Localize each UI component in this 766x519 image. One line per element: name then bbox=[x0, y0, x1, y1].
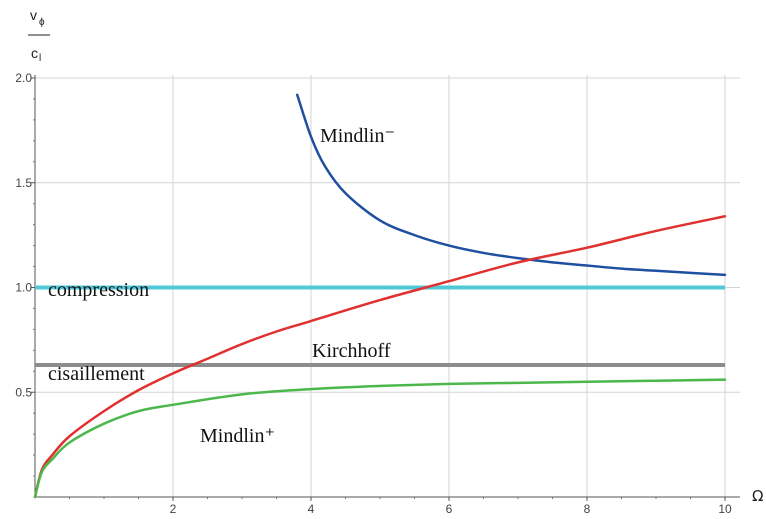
series-line-1 bbox=[33, 215, 727, 499]
y-tick-label: 0.5 bbox=[15, 385, 32, 399]
x-tick-label: 4 bbox=[308, 502, 315, 516]
reference-label-compression: compression bbox=[48, 279, 149, 301]
x-tick-label: 2 bbox=[170, 502, 177, 516]
series-line-2 bbox=[33, 378, 727, 499]
y-tick-label: 1.5 bbox=[15, 176, 32, 190]
series-label-mindlin-plus: Mindlin⁺ bbox=[200, 425, 275, 447]
reference-lines bbox=[35, 285, 725, 368]
x-tick-label: 10 bbox=[718, 502, 732, 516]
ticks: 2 4 6 8 10 0.5 1.0 1.5 2.0 bbox=[15, 71, 732, 516]
series-line-0 bbox=[295, 93, 727, 277]
y-axis-title-top: v bbox=[30, 7, 37, 23]
y-tick-label: 1.0 bbox=[15, 281, 32, 295]
series-group bbox=[33, 93, 727, 499]
y-axis-title-bottom-sub: l bbox=[39, 53, 41, 64]
x-tick-label: 8 bbox=[584, 502, 591, 516]
curve-labels: compression cisaillement Mindlin⁻ Kirchh… bbox=[48, 125, 395, 447]
series-label-mindlin-minus: Mindlin⁻ bbox=[320, 125, 395, 147]
y-axis-title: v ϕ c l bbox=[28, 7, 50, 64]
x-axis-title: Ω bbox=[752, 487, 763, 505]
y-tick-label: 2.0 bbox=[15, 71, 32, 85]
series-label-kirchhoff: Kirchhoff bbox=[312, 340, 391, 362]
x-tick-label: 6 bbox=[446, 502, 453, 516]
reference-label-cisaillement: cisaillement bbox=[48, 363, 145, 385]
y-axis-title-bottom: c bbox=[31, 45, 38, 61]
y-axis-title-top-sub: ϕ bbox=[39, 17, 45, 28]
